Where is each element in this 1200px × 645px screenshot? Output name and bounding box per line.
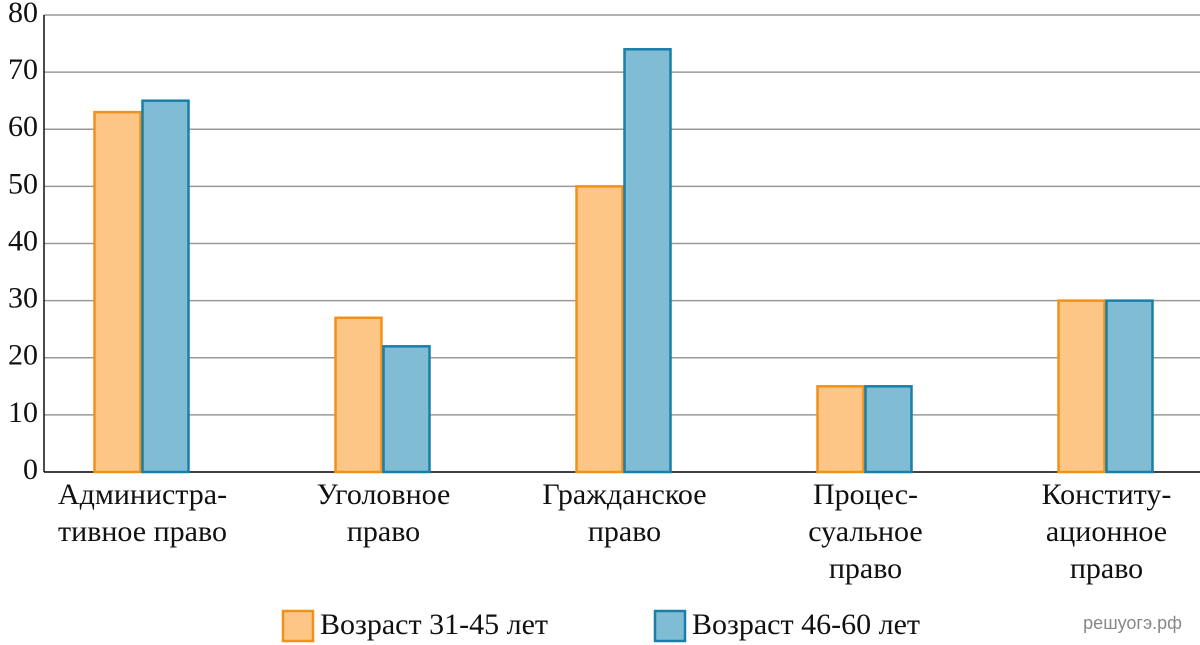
bar: [382, 345, 431, 474]
x-tick-label: право: [347, 515, 420, 548]
y-tick-label: 40: [8, 224, 38, 257]
x-tick-label: право: [829, 552, 902, 585]
watermark: решуогэ.рф: [1083, 613, 1182, 633]
bar: [141, 99, 190, 474]
bar: [1057, 299, 1106, 474]
legend-label: Возраст 46-60 лет: [692, 608, 920, 641]
y-tick-label: 30: [8, 282, 38, 315]
x-tick-label: право: [588, 515, 661, 548]
bar: [334, 316, 383, 474]
y-tick-label: 70: [8, 53, 38, 86]
x-tick-label: Процес-: [813, 478, 918, 511]
legend-swatch: [653, 609, 687, 643]
bar: [864, 385, 913, 474]
y-tick-label: 50: [8, 167, 38, 200]
x-tick-label: право: [1070, 552, 1143, 585]
x-tick-label: суальное: [808, 515, 923, 548]
x-tick-label: Гражданское: [542, 478, 706, 511]
y-tick-label: 60: [8, 110, 38, 143]
x-tick-label: Уголовное: [317, 478, 451, 511]
bar: [623, 48, 672, 474]
bar: [93, 110, 142, 474]
y-tick-label: 10: [8, 396, 38, 429]
x-tick-label: ационное: [1046, 515, 1167, 548]
bar: [1105, 299, 1154, 474]
bar: [816, 385, 865, 474]
x-tick-label: тивное право: [58, 515, 227, 548]
y-tick-label: 20: [8, 339, 38, 372]
x-tick-label: Конститу-: [1042, 478, 1172, 511]
x-tick-label: Администра-: [58, 478, 227, 511]
y-tick-label: 80: [8, 0, 38, 29]
legend-label: Возраст 31-45 лет: [320, 608, 548, 641]
legend-swatch: [281, 609, 315, 643]
bar: [575, 185, 624, 474]
y-tick-label: 0: [23, 453, 38, 486]
